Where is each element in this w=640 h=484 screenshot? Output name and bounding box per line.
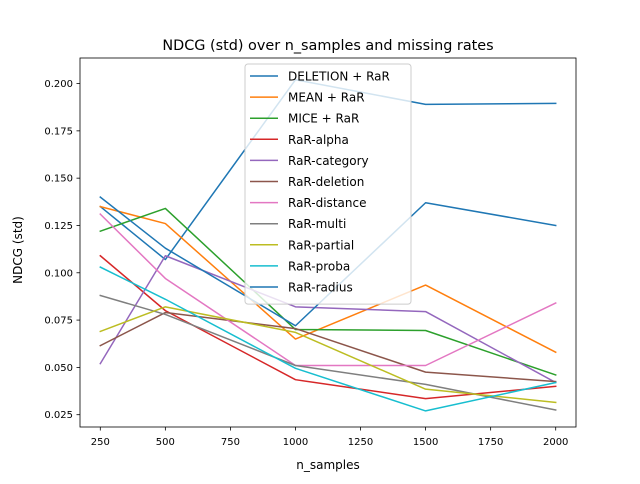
y-tick-label: 0.075: [44, 316, 73, 327]
y-tick-label: 0.200: [44, 79, 73, 90]
x-tick-label: 1000: [283, 437, 308, 448]
x-tick-label: 250: [91, 437, 110, 448]
y-tick-label: 0.150: [44, 174, 73, 185]
x-tick-label: 1750: [478, 437, 503, 448]
legend-label: RaR-deletion: [288, 175, 364, 189]
x-axis-label: n_samples: [296, 458, 360, 472]
series-line-9: [99, 266, 557, 412]
series-line-8: [99, 306, 557, 404]
x-tick-label: 500: [156, 437, 175, 448]
legend-label: RaR-radius: [288, 281, 353, 295]
legend: DELETION + RaR MEAN + RaR MICE + RaR RaR-al…: [244, 63, 412, 305]
x-tick-label: 2000: [543, 437, 568, 448]
series-line-4: [99, 255, 557, 384]
legend-label: DELETION + RaR: [288, 70, 390, 84]
y-tick-label: 0.050: [44, 363, 73, 374]
series-line-1: [99, 205, 557, 354]
chart-title: NDCG (std) over n_samples and missing ra…: [162, 38, 493, 54]
y-tick-label: 0.025: [44, 410, 73, 421]
legend-label: RaR-distance: [288, 196, 366, 210]
legend-label: RaR-multi: [288, 217, 346, 231]
legend-label: MICE + RaR: [288, 112, 359, 126]
y-axis-label: NDCG (std): [11, 216, 25, 284]
series-layer: [99, 79, 557, 412]
legend-label: RaR-proba: [288, 259, 350, 273]
legend-label: RaR-partial: [288, 238, 354, 252]
y-tick-label: 0.100: [44, 268, 73, 279]
plot-frame: [79, 57, 577, 428]
legend-label: MEAN + RaR: [288, 91, 365, 105]
series-line-5: [99, 311, 557, 383]
legend-label: RaR-alpha: [288, 133, 349, 147]
x-tick-label: 1250: [348, 437, 373, 448]
series-line-10: [99, 196, 557, 327]
y-tick-label: 0.175: [44, 126, 73, 137]
y-tick-label: 0.125: [44, 221, 73, 232]
legend-box: [244, 63, 412, 305]
x-tick-label: 1500: [413, 437, 438, 448]
axes-layer: 250 500 750 1000 1250 1500 1750 2000 0.025 0.050 0…: [44, 57, 577, 448]
x-tick-label: 750: [221, 437, 240, 448]
legend-label: RaR-category: [288, 154, 369, 168]
